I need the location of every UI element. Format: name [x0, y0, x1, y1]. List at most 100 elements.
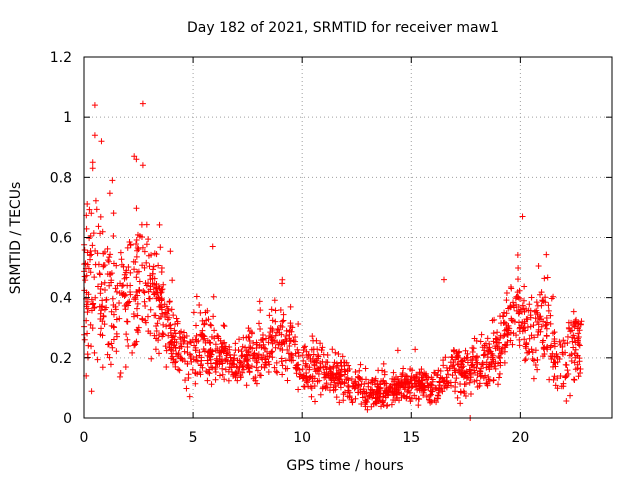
data-point: [427, 387, 434, 394]
data-point: [557, 372, 564, 379]
data-point: [84, 298, 91, 305]
data-point: [576, 342, 583, 349]
data-point: [480, 352, 487, 359]
data-point: [362, 376, 369, 383]
data-point: [307, 383, 314, 390]
data-point: [150, 289, 157, 296]
data-point: [220, 322, 227, 329]
data-point: [124, 318, 131, 325]
data-point: [117, 370, 124, 377]
data-point: [107, 271, 114, 278]
data-point: [107, 251, 114, 258]
data-point: [132, 258, 139, 265]
data-point: [159, 286, 166, 293]
data-point: [133, 205, 140, 212]
data-point: [294, 365, 301, 372]
data-point: [312, 398, 319, 405]
data-point: [271, 297, 278, 304]
data-point: [257, 307, 264, 314]
data-point: [283, 327, 290, 334]
data-point: [380, 393, 387, 400]
data-point: [234, 364, 241, 371]
data-point: [212, 341, 219, 348]
data-point: [341, 380, 348, 387]
data-point: [117, 249, 124, 256]
data-point: [357, 361, 364, 368]
data-point: [94, 250, 101, 257]
data-point: [263, 348, 270, 355]
data-point: [88, 307, 95, 314]
data-point: [313, 337, 320, 344]
data-point: [561, 340, 568, 347]
data-point: [535, 315, 542, 322]
data-point: [258, 337, 265, 344]
data-point: [400, 392, 407, 399]
data-point: [83, 225, 90, 232]
data-point: [449, 372, 456, 379]
data-point: [160, 331, 167, 338]
data-point: [157, 244, 164, 251]
data-point: [343, 376, 350, 383]
data-point: [172, 358, 179, 365]
data-point: [286, 342, 293, 349]
data-point: [130, 313, 137, 320]
data-point: [484, 335, 491, 342]
data-point: [241, 358, 248, 365]
data-point: [503, 342, 510, 349]
data-point: [428, 382, 435, 389]
data-point: [535, 326, 542, 333]
data-point: [560, 380, 567, 387]
data-point: [143, 221, 150, 228]
data-point: [324, 359, 331, 366]
data-point: [163, 347, 170, 354]
data-point: [307, 373, 314, 380]
data-point: [97, 315, 104, 322]
data-point: [212, 368, 219, 375]
data-point: [139, 262, 146, 269]
data-point: [267, 329, 274, 336]
data-point: [403, 372, 410, 379]
data-point: [108, 308, 115, 315]
data-point: [203, 368, 210, 375]
data-point: [147, 272, 154, 279]
data-point: [317, 391, 324, 398]
data-point: [272, 307, 279, 314]
data-point: [310, 346, 317, 353]
data-point: [310, 351, 317, 358]
data-point: [98, 281, 105, 288]
data-point: [308, 393, 315, 400]
data-point: [147, 330, 154, 337]
data-point: [355, 381, 362, 388]
data-point: [166, 322, 173, 329]
data-point: [448, 353, 455, 360]
data-point: [517, 306, 524, 313]
data-point: [106, 190, 113, 197]
data-point: [89, 242, 96, 249]
data-point: [499, 345, 506, 352]
data-point: [548, 356, 555, 363]
data-point: [277, 307, 284, 314]
data-point: [274, 369, 281, 376]
data-point: [364, 406, 371, 413]
data-point: [266, 312, 273, 319]
data-point: [423, 393, 430, 400]
data-point: [107, 361, 114, 368]
data-point: [109, 295, 116, 302]
data-point: [133, 236, 140, 243]
data-point: [562, 361, 569, 368]
data-point: [116, 315, 123, 322]
data-point: [550, 293, 557, 300]
data-point: [508, 285, 515, 292]
data-point: [521, 336, 528, 343]
data-point: [299, 366, 306, 373]
data-point: [156, 303, 163, 310]
data-point: [127, 269, 134, 276]
data-point: [484, 381, 491, 388]
data-point: [196, 352, 203, 359]
data-point: [377, 390, 384, 397]
data-point: [135, 268, 142, 275]
data-point: [280, 311, 287, 318]
data-point: [84, 201, 91, 208]
data-point: [151, 332, 158, 339]
data-point: [504, 338, 511, 345]
